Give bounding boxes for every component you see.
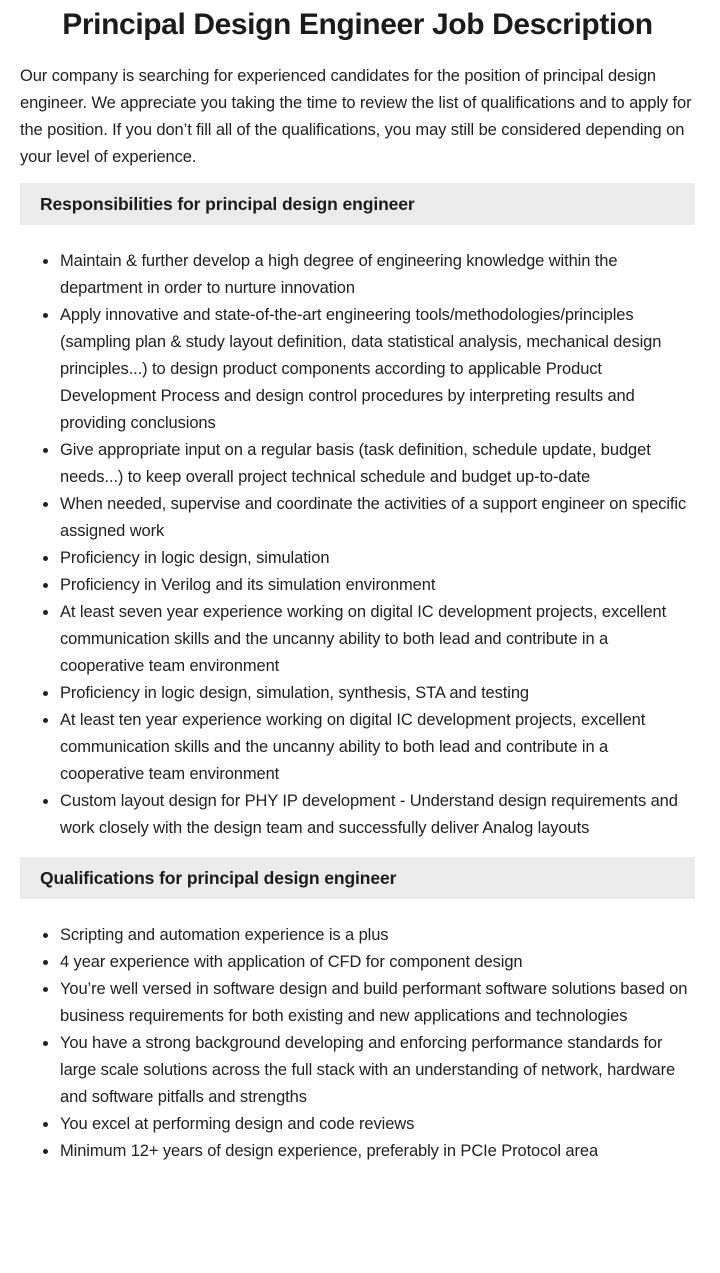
- qualification-item: You excel at performing design and code …: [20, 1111, 695, 1138]
- qualification-item: Scripting and automation experience is a…: [20, 922, 695, 949]
- responsibility-item: Proficiency in Verilog and its simulatio…: [20, 572, 695, 599]
- responsibility-item: At least seven year experience working o…: [20, 599, 695, 680]
- qualification-item: You have a strong background developing …: [20, 1030, 695, 1111]
- responsibility-item: Proficiency in logic design, simulation: [20, 545, 695, 572]
- responsibilities-list: Maintain & further develop a high degree…: [20, 248, 695, 842]
- responsibilities-section: Responsibilities for principal design en…: [20, 183, 695, 842]
- qualification-item: Minimum 12+ years of design experience, …: [20, 1138, 695, 1165]
- job-description-page: Principal Design Engineer Job Descriptio…: [20, 8, 695, 1165]
- responsibilities-heading: Responsibilities for principal design en…: [20, 183, 695, 225]
- qualifications-list: Scripting and automation experience is a…: [20, 922, 695, 1165]
- qualification-item: You’re well versed in software design an…: [20, 976, 695, 1030]
- responsibility-item: Custom layout design for PHY IP developm…: [20, 788, 695, 842]
- intro-paragraph: Our company is searching for experienced…: [20, 67, 692, 166]
- page-title: Principal Design Engineer Job Descriptio…: [62, 8, 653, 41]
- qualifications-section: Qualifications for principal design engi…: [20, 857, 695, 1165]
- responsibility-item: When needed, supervise and coordinate th…: [20, 491, 695, 545]
- qualification-item: 4 year experience with application of CF…: [20, 949, 695, 976]
- responsibility-item: Maintain & further develop a high degree…: [20, 248, 695, 302]
- qualifications-heading: Qualifications for principal design engi…: [20, 857, 695, 899]
- responsibility-item: Proficiency in logic design, simulation,…: [20, 680, 695, 707]
- responsibility-item: Give appropriate input on a regular basi…: [20, 437, 695, 491]
- responsibility-item: Apply innovative and state-of-the-art en…: [20, 302, 695, 437]
- responsibility-item: At least ten year experience working on …: [20, 707, 695, 788]
